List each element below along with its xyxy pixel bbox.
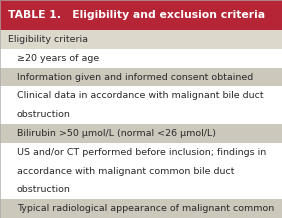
Bar	[0, 30, 282, 49]
Bar	[0, 143, 282, 199]
Text: TABLE 1.   Eligibility and exclusion criteria: TABLE 1. Eligibility and exclusion crite…	[8, 10, 266, 20]
Bar	[0, 0, 282, 30]
Text: obstruction: obstruction	[17, 110, 71, 119]
Text: Information given and informed consent obtained: Information given and informed consent o…	[17, 73, 253, 82]
Bar	[0, 68, 282, 87]
Text: US and/or CT performed before inclusion; findings in: US and/or CT performed before inclusion;…	[17, 148, 266, 157]
Bar	[0, 199, 282, 218]
Bar	[0, 49, 282, 68]
Text: ≥20 years of age: ≥20 years of age	[17, 54, 99, 63]
Text: Typical radiological appearance of malignant common: Typical radiological appearance of malig…	[17, 204, 274, 213]
Bar	[0, 87, 282, 124]
Text: accordance with malignant common bile duct: accordance with malignant common bile du…	[17, 167, 234, 175]
Text: Eligibility criteria: Eligibility criteria	[8, 35, 89, 44]
Text: Clinical data in accordance with malignant bile duct: Clinical data in accordance with maligna…	[17, 91, 264, 100]
Text: obstruction: obstruction	[17, 185, 71, 194]
Bar	[0, 124, 282, 143]
Text: Bilirubin >50 μmol/L (normal <26 μmol/L): Bilirubin >50 μmol/L (normal <26 μmol/L)	[17, 129, 216, 138]
